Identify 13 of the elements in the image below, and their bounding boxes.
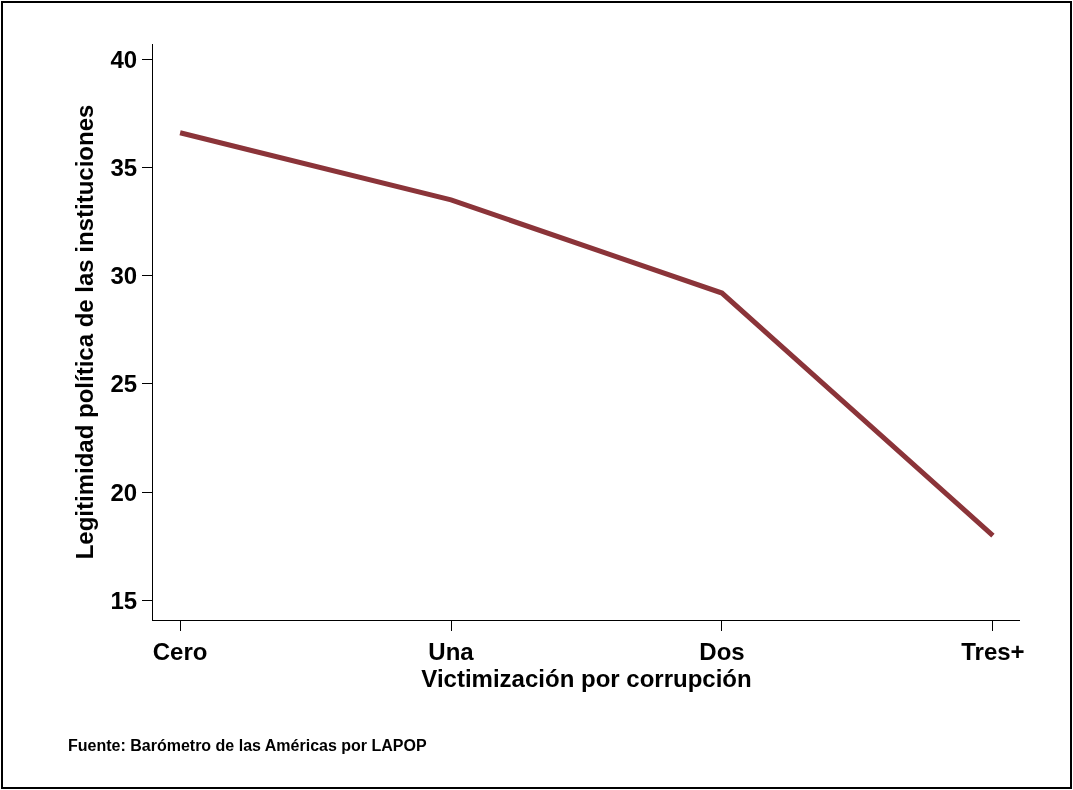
source-note: Fuente: Barómetro de las Américas por LAPOP [68,737,427,754]
y-tick-label: 35 [110,153,138,181]
y-tick-label: 40 [110,45,138,73]
x-tick-label: Cero [152,637,208,665]
y-tick-label: 30 [110,262,138,290]
y-tick-label: 15 [110,586,138,614]
x-tick-label: Tres+ [961,637,1025,665]
x-tick-label: Una [428,637,475,665]
x-tick-label: Dos [699,637,745,665]
x-axis-title: Victimización por corrupción [421,664,752,692]
y-tick-label: 25 [110,370,138,398]
y-axis-title: Legitimidad política de las instituciones [70,104,98,560]
y-tick-label: 20 [110,478,138,506]
